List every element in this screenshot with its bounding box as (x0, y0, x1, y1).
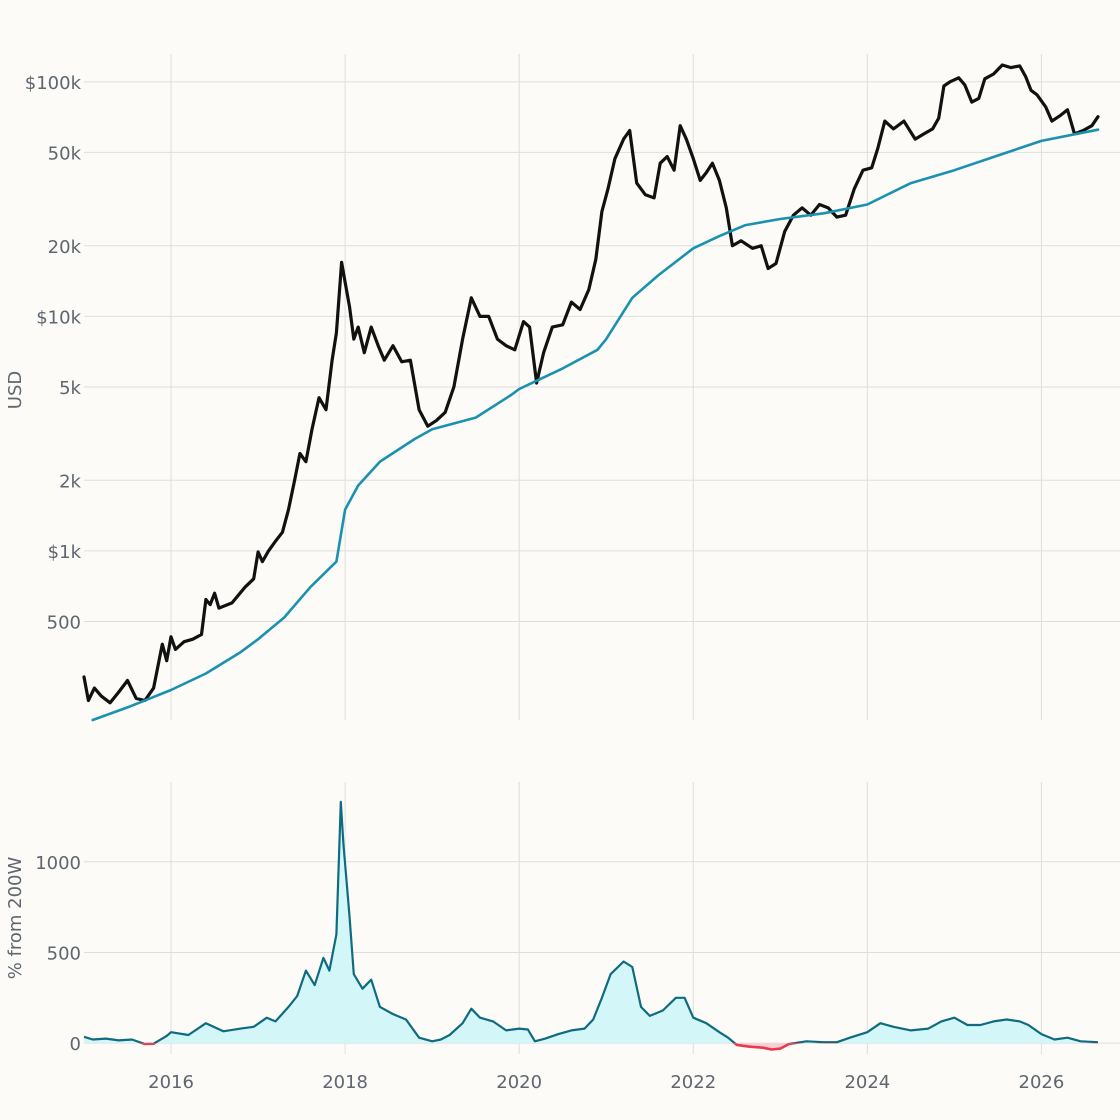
x-tick-label: 2016 (148, 1072, 194, 1093)
deviation-y-tick-label: 500 (47, 943, 81, 964)
price-y-tick-label: $1k (48, 542, 82, 563)
price-y-tick-label: 20k (48, 237, 82, 258)
deviation-positive-area (84, 801, 1098, 1044)
price-y-tick-label: 5k (59, 378, 81, 399)
x-tick-label: 2024 (844, 1072, 890, 1093)
deviation-y-tick-label: 1000 (35, 853, 81, 874)
deviation-y-axis-title: % from 200W (5, 857, 26, 980)
deviation-series (84, 800, 1099, 1051)
x-tick-label: 2022 (670, 1072, 716, 1093)
deviation-positive-line (84, 800, 1099, 1044)
deviation-panel: 0 500 1000 2016 2018 2020 2022 2024 2026 % from… (5, 782, 1120, 1093)
price-line (82, 63, 1100, 705)
deviation-negative-area (142, 1043, 795, 1050)
price-y-tick-label: $100k (25, 73, 82, 94)
x-tick-label: 2026 (1019, 1072, 1065, 1093)
price-y-tick-labels: 500 $1k 2k 5k $10k 20k 50k $100k (25, 73, 82, 634)
moving-average-200w-line (91, 128, 1100, 722)
deviation-y-tick-label: 0 (70, 1034, 81, 1055)
x-tick-labels: 2016 2018 2020 2022 2024 2026 (148, 1072, 1064, 1093)
price-y-axis-title: USD (5, 371, 26, 409)
x-tick-label: 2018 (322, 1072, 368, 1093)
price-y-tick-label: $10k (36, 307, 81, 328)
price-grid (84, 54, 1120, 720)
price-y-tick-label: 2k (59, 471, 81, 492)
price-y-tick-label: 500 (47, 612, 81, 633)
price-y-tick-label: 50k (48, 143, 82, 164)
x-tick-label: 2020 (496, 1072, 542, 1093)
deviation-negative-line (138, 1043, 1098, 1051)
price-panel: 500 $1k 2k 5k $10k 20k 50k $100k USD (5, 54, 1120, 722)
deviation-y-tick-labels: 0 500 1000 (35, 853, 81, 1055)
price-series (82, 63, 1100, 722)
